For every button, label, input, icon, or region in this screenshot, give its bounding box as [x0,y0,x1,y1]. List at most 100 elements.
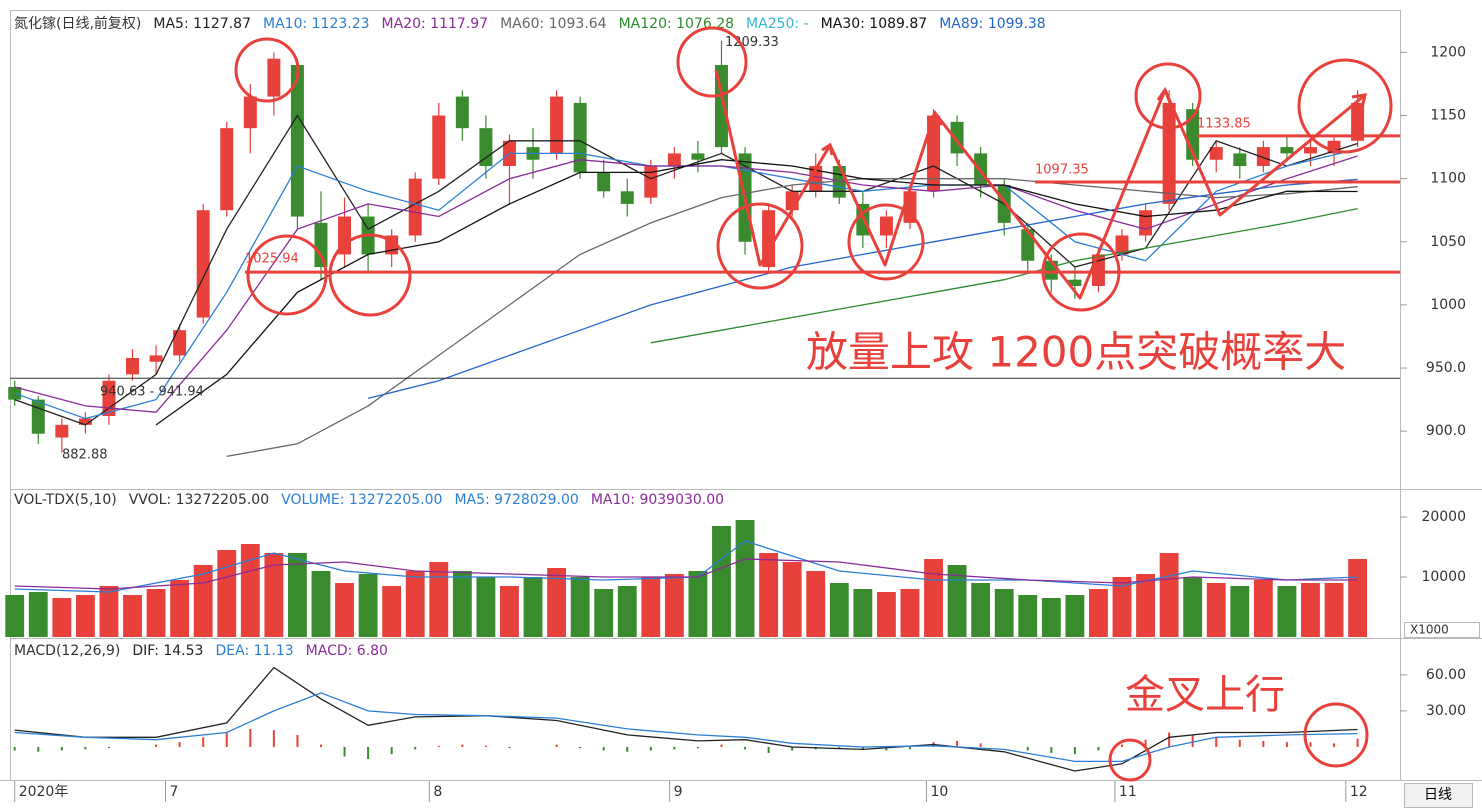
header-item: DIF: 14.53 [132,643,203,659]
volume-bar [641,577,661,637]
x-tick-label: 7 [169,784,178,800]
y-tick-label: 950.0 [1426,360,1466,376]
volume-bar [1253,580,1273,637]
volume-bar [146,589,166,637]
candle-body [173,330,187,356]
volume-bar [382,586,402,637]
annotation-label: 1209.33 [725,35,779,50]
circle [676,26,748,98]
volume-bar [1065,595,1085,637]
volume-bar [1112,577,1132,637]
candle-body [314,222,328,268]
volume-bar [782,562,802,637]
circle [1108,738,1152,782]
volume-bar [429,562,449,637]
annotation-label: 882.88 [62,447,108,462]
header-item: MA10: 1123.23 [263,16,370,32]
header-item: MA5: 9728029.00 [454,492,578,508]
volume-bar [52,598,72,637]
volume-bar [947,565,967,637]
header-item: MA20: 1117.97 [382,16,489,32]
annotation-label: 1025.94 [245,252,299,267]
circle [328,233,412,317]
hand-drawn-annotations [234,26,1393,782]
volume-bar [240,544,260,637]
volume-bar [217,550,237,637]
volume-bar [28,592,48,637]
x-tick-label: 9 [674,784,683,800]
candle-body [479,128,493,167]
candle-body [55,424,69,438]
candle-body [620,191,634,204]
volume-bar [688,571,708,637]
y-tick-label: 10000 [1421,569,1466,585]
header-item: MA30: 1089.87 [821,16,928,32]
candle-body [1256,147,1270,167]
candle-body [1021,229,1035,261]
x-tick-label: 8 [433,784,442,800]
ma-line [14,558,1358,590]
tab-label[interactable]: 日线 [1424,787,1452,803]
candle-body [1115,235,1129,255]
header-item: DEA: 11.13 [215,643,293,659]
y-tick-label: 30.00 [1426,703,1466,719]
candle-body [1280,147,1294,154]
volume-bar [405,571,425,637]
circle [1303,702,1369,768]
header-item: VOL-TDX(5,10) [14,492,117,508]
candle-body [149,355,163,362]
volume-bar [170,580,190,637]
volume-bar [853,589,873,637]
y-tick-label: 1050 [1430,234,1466,250]
header-item: 氮化镓(日线,前复权) [14,15,141,32]
candle-body [1209,147,1223,160]
volume-bar [1041,598,1061,637]
volume-bar [735,520,755,637]
panel-header: VOL-TDX(5,10) VVOL: 13272205.00 VOLUME: 13… [14,492,724,508]
volume-bar [806,571,826,637]
volume-bar [759,553,779,637]
annotation-label: 940.63 - 941.94 [100,385,204,400]
volume-bar [1018,595,1038,637]
volume-bar [1324,583,1344,637]
candle-body [267,58,281,97]
volume-bar [335,583,354,637]
volume-bar [829,583,849,637]
annotation-label: 1097.35 [1035,163,1089,178]
ma-line [14,666,1358,772]
volume-bar [288,553,307,637]
header-item: MACD(12,26,9) [14,643,120,659]
volume-bar [924,559,943,637]
circle [1041,232,1121,312]
volume-bar [99,586,119,637]
candle-body [31,399,45,434]
header-item: VOLUME: 13272205.00 [281,492,442,508]
y-tick-label: 1000 [1430,297,1466,313]
header-item: MA60: 1093.64 [500,16,607,32]
arrow-head [926,110,944,126]
candle-body [455,96,469,129]
y-tick-label: 1150 [1430,108,1466,124]
candle-body [927,115,941,192]
y-tick-label: 20000 [1421,509,1466,525]
ma-line [650,207,1358,344]
candle-body [243,96,257,129]
header-item: MA5: 1127.87 [153,16,251,32]
candle-body [1233,153,1247,167]
volume-bar [5,595,25,637]
y-tick-label: 900.0 [1426,423,1466,439]
volume-bar [1159,553,1179,637]
candle-body [597,172,611,192]
x-tick-label: 10 [930,784,948,800]
candle-body [573,102,587,173]
header-item: VVOL: 13272205.00 [129,492,269,508]
tab-box[interactable] [1404,783,1473,808]
volume-bar [664,574,684,637]
volume-bar [1301,583,1320,637]
candle-body [432,115,446,179]
volume-bar [1348,559,1368,637]
panel-header: 氮化镓(日线,前复权) MA5: 1127.87 MA10: 1123.23 MA20… [14,15,1046,32]
annotation-label: 1133.85 [1197,116,1251,131]
candle-body [1162,102,1176,204]
